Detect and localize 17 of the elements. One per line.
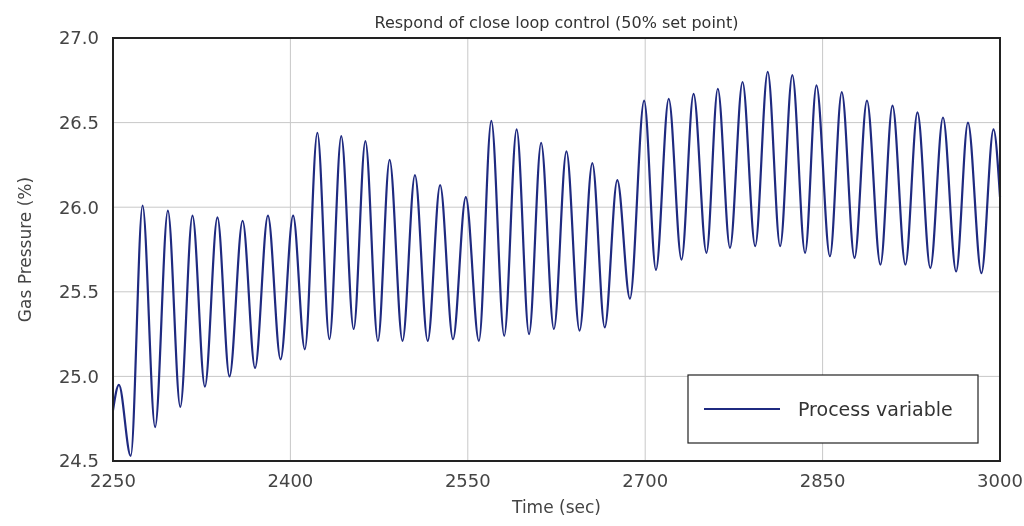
x-tick-label: 3000 bbox=[977, 470, 1023, 491]
x-tick-label: 2700 bbox=[622, 470, 669, 491]
y-tick-label: 24.5 bbox=[58, 450, 99, 472]
x-tick-label: 2850 bbox=[799, 470, 846, 491]
y-tick-label: 26.5 bbox=[58, 111, 99, 133]
y-tick-label: 25.5 bbox=[58, 281, 99, 303]
line-series bbox=[111, 70, 1002, 458]
x-tick-label: 2400 bbox=[267, 470, 314, 491]
y-axis-title: Gas Pressure (%) bbox=[15, 176, 35, 323]
y-tick-label: 25.0 bbox=[58, 365, 99, 387]
chart-title: Respond of close loop control (50% set point) bbox=[374, 13, 739, 32]
x-axis-title: Time (sec) bbox=[511, 497, 601, 517]
x-tick-label: 2250 bbox=[90, 470, 136, 491]
legend-label: Process variable bbox=[798, 397, 953, 420]
y-tick-label: 27.0 bbox=[58, 27, 99, 49]
x-tick-label: 2550 bbox=[444, 470, 491, 491]
y-tick-label: 26.0 bbox=[58, 196, 99, 218]
